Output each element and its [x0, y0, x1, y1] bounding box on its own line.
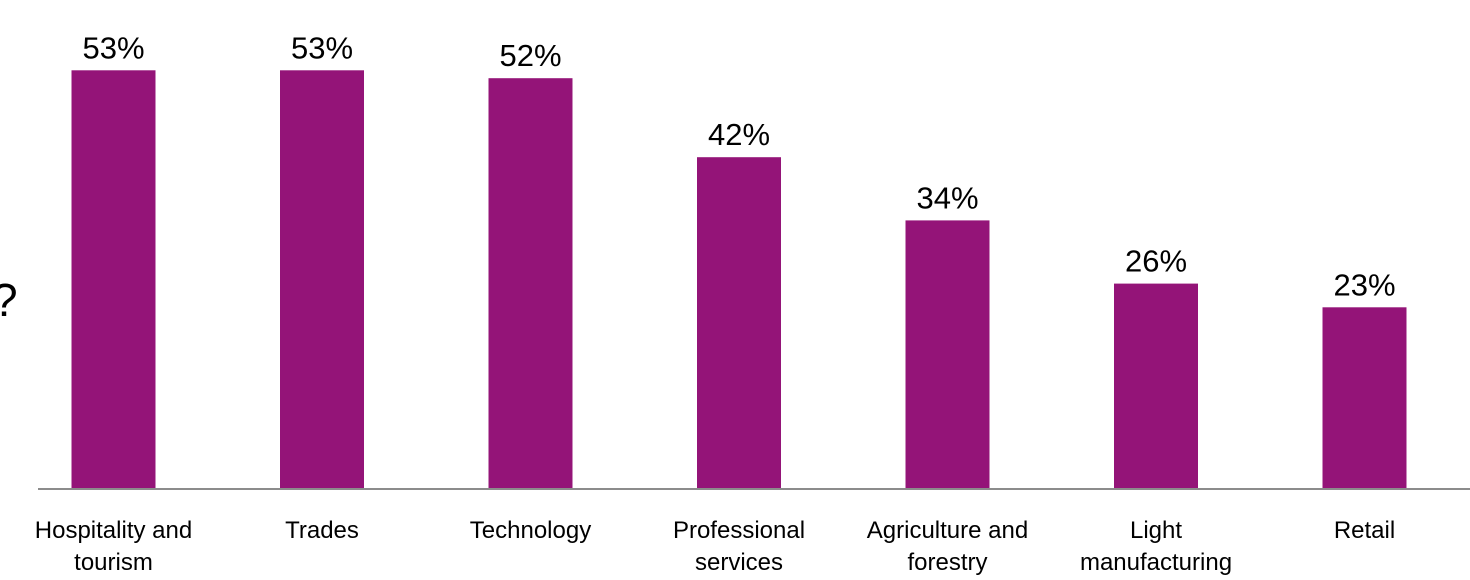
category-label-6-line-0: Retail [1334, 517, 1395, 544]
category-label-3-line-1: services [695, 549, 783, 576]
left-edge-question-mark: ? [0, 274, 18, 326]
bar-5 [1114, 283, 1198, 489]
bars-group [71, 70, 1407, 490]
category-label-2: Technology [470, 517, 591, 544]
value-label-1: 53% [291, 30, 353, 65]
category-label-0: Hospitality and tourism [35, 517, 192, 576]
bar-1 [280, 70, 364, 490]
value-label-2: 52% [499, 38, 561, 73]
category-label-5-line-1: manufacturing [1080, 549, 1232, 576]
value-label-3: 42% [708, 117, 770, 152]
bar-0 [71, 70, 156, 490]
category-label-4: Agriculture and forestry [867, 517, 1028, 576]
category-label-0-line-1: tourism [74, 549, 153, 576]
category-labels-group: Hospitality and tourism Trades Technology Pr… [35, 517, 1395, 576]
value-label-4: 34% [916, 180, 978, 215]
category-label-3: Professional services [673, 517, 805, 576]
value-label-5: 26% [1125, 244, 1187, 279]
category-label-5: Light manufacturing [1080, 517, 1232, 576]
bar-4 [905, 220, 990, 489]
bar-3 [697, 157, 781, 489]
category-label-2-line-0: Technology [470, 517, 591, 544]
category-label-1-line-0: Trades [285, 517, 359, 544]
bar-2 [488, 78, 573, 489]
category-label-3-line-0: Professional [673, 517, 805, 544]
category-label-6: Retail [1334, 517, 1395, 544]
category-label-4-line-1: forestry [907, 549, 987, 576]
category-label-4-line-0: Agriculture and [867, 517, 1028, 544]
bar-6 [1322, 307, 1407, 489]
value-label-0: 53% [82, 30, 144, 65]
category-label-0-line-0: Hospitality and [35, 517, 192, 544]
category-label-1: Trades [285, 517, 359, 544]
value-label-6: 23% [1333, 267, 1395, 302]
category-label-5-line-0: Light [1130, 517, 1182, 544]
value-labels-group: 53% 53% 52% 42% 34% 26% 23% [82, 30, 1395, 302]
